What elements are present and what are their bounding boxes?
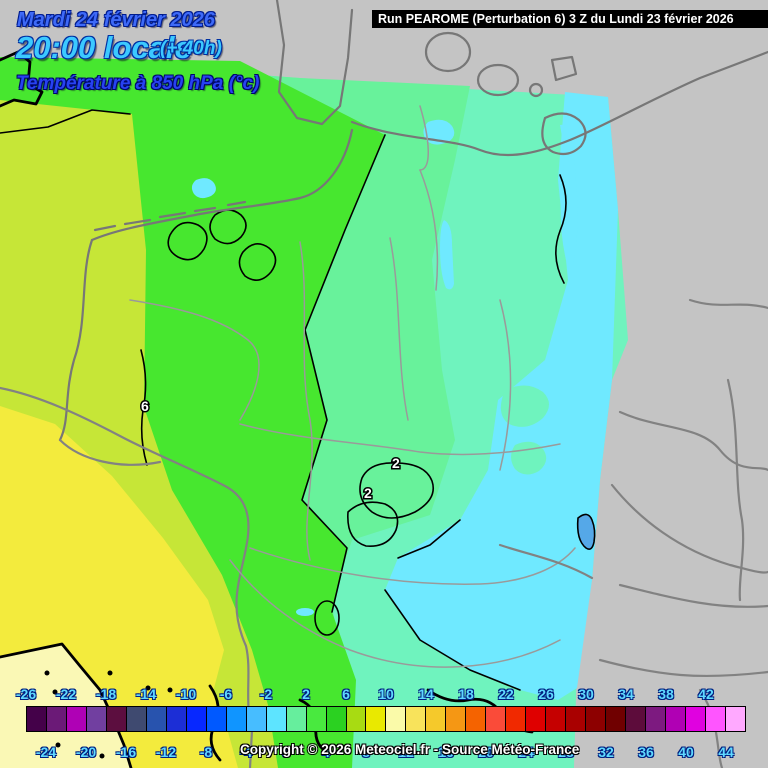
scale-cell	[285, 707, 306, 731]
scale-cell	[165, 707, 186, 731]
scale-tick-label: -16	[115, 744, 137, 760]
scale-tick-label: 44	[718, 744, 734, 760]
scale-cell	[145, 707, 166, 731]
scale-tick-label: 8	[362, 744, 370, 760]
date-label: Mardi 24 février 2026	[17, 9, 215, 31]
temperature-bands	[0, 57, 628, 768]
scale-tick-label: 22	[498, 686, 514, 702]
scale-tick-label: 42	[698, 686, 714, 702]
scale-tick-label: 30	[578, 686, 594, 702]
scale-labels-top: -26 -22 -18 -14 -10 -6 -2 2 6 10 14 18 22 26 30 34 38 42	[0, 686, 768, 704]
scale-tick-label: -12	[155, 744, 177, 760]
model-run-banner: Run PEAROME (Perturbation 6) 3 Z du Lund…	[372, 10, 768, 28]
local-time-label: 20:00 locale	[16, 30, 192, 65]
scale-cell	[225, 707, 246, 731]
scale-tick-label: -22	[55, 686, 77, 702]
scale-cell	[605, 707, 626, 731]
scale-tick-label: 2	[302, 686, 310, 702]
scale-cell	[485, 707, 506, 731]
scale-cell	[465, 707, 486, 731]
scale-cell	[45, 707, 66, 731]
scale-cell	[565, 707, 586, 731]
scale-cell	[345, 707, 366, 731]
scale-tick-label: -20	[75, 744, 97, 760]
scale-cell	[325, 707, 346, 731]
scale-cell	[205, 707, 226, 731]
scale-cell	[185, 707, 206, 731]
scale-tick-label: 6	[342, 686, 350, 702]
scale-cell	[445, 707, 466, 731]
scale-labels-bottom: -24 -20 -16 -12 -8 -4 0 4 8 12 16 20 24 28 32 36 40 44	[0, 744, 768, 762]
scale-tick-label: 36	[638, 744, 654, 760]
scale-tick-label: 4	[322, 744, 330, 760]
scale-tick-label: 40	[678, 744, 694, 760]
scale-tick-label: 38	[658, 686, 674, 702]
scale-cell	[85, 707, 106, 731]
scale-tick-label: -4	[239, 744, 253, 760]
scale-cell	[724, 707, 745, 731]
scale-cell	[585, 707, 606, 731]
scale-cell	[305, 707, 326, 731]
contour-labels: 6 2 2	[140, 397, 402, 503]
scale-tick-label: -24	[35, 744, 57, 760]
scale-cell	[245, 707, 266, 731]
scale-tick-label: -8	[199, 744, 213, 760]
scale-cell	[65, 707, 86, 731]
scale-cell	[385, 707, 406, 731]
variable-label: Température à 850 hPa (°c)	[16, 73, 260, 94]
scale-tick-label: -26	[15, 686, 37, 702]
scale-tick-label: 12	[398, 744, 414, 760]
scale-cell	[704, 707, 725, 731]
copyright-label: Copyright © 2026 Meteociel.fr - Source M…	[240, 742, 580, 757]
scale-tick-label: -10	[175, 686, 197, 702]
scale-cell	[105, 707, 126, 731]
scale-tick-label: 32	[598, 744, 614, 760]
scale-tick-label: -2	[259, 686, 273, 702]
contour-label-2b: 2	[364, 485, 372, 501]
scale-cell	[505, 707, 526, 731]
scale-cell	[365, 707, 386, 731]
scale-tick-label: 10	[378, 686, 394, 702]
scale-cell	[625, 707, 646, 731]
scale-tick-label: 26	[538, 686, 554, 702]
forecast-offset-label: (+ 40h)	[160, 38, 222, 59]
scale-tick-label: 14	[418, 686, 434, 702]
color-scale-bar	[26, 706, 746, 732]
scale-cell	[125, 707, 146, 731]
scale-cell	[27, 707, 46, 731]
scale-cell	[265, 707, 286, 731]
scale-cell	[425, 707, 446, 731]
scale-tick-label: 18	[458, 686, 474, 702]
scale-cell	[525, 707, 546, 731]
scale-tick-label: -14	[135, 686, 157, 702]
scale-tick-label: 20	[478, 744, 494, 760]
scale-cell	[645, 707, 665, 731]
scale-tick-label: 34	[618, 686, 634, 702]
scale-tick-label: 24	[518, 744, 534, 760]
contour-label-6: 6	[141, 398, 149, 414]
contour-label-2a: 2	[392, 455, 400, 471]
scale-cell	[665, 707, 685, 731]
cold-spot	[576, 513, 596, 550]
scale-cell	[684, 707, 705, 731]
scale-tick-label: -18	[95, 686, 117, 702]
scale-tick-label: 16	[438, 744, 454, 760]
scale-tick-label: -6	[219, 686, 233, 702]
scale-cell	[545, 707, 566, 731]
scale-tick-label: 28	[558, 744, 574, 760]
scale-tick-label: 0	[282, 744, 290, 760]
scale-cell	[405, 707, 426, 731]
